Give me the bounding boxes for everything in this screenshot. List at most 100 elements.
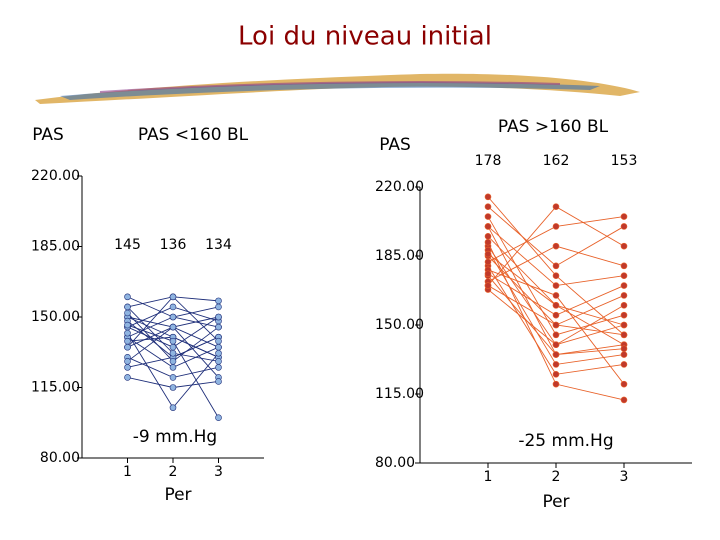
x-axis-label: Per xyxy=(164,485,191,505)
point xyxy=(552,331,560,339)
mean-label: 162 xyxy=(543,153,570,169)
mean-label: 134 xyxy=(205,237,232,253)
point xyxy=(552,242,560,250)
y-tick-label: 80.00 xyxy=(375,455,415,471)
y-tick-label: 185.00 xyxy=(375,248,424,264)
point xyxy=(552,341,560,349)
point xyxy=(215,313,222,321)
slide-title: Loi du niveau initial xyxy=(238,22,492,52)
point xyxy=(552,361,560,368)
title-underline xyxy=(60,82,600,100)
point xyxy=(484,282,492,289)
point xyxy=(620,331,628,339)
point xyxy=(620,272,628,280)
point xyxy=(169,293,177,301)
title-underline xyxy=(35,73,640,104)
point xyxy=(169,337,177,345)
point xyxy=(620,223,628,230)
point xyxy=(552,321,560,329)
mean-label: 178 xyxy=(475,153,502,169)
point xyxy=(124,343,131,351)
y-tick-label: 150.00 xyxy=(31,309,80,325)
point xyxy=(215,378,222,385)
point xyxy=(552,203,560,211)
y-tick-label: 220.00 xyxy=(31,168,80,184)
point xyxy=(215,323,222,331)
point xyxy=(124,337,131,345)
mean-label: 153 xyxy=(611,153,638,169)
point xyxy=(552,262,560,270)
x-tick-label: 2 xyxy=(169,464,178,480)
point xyxy=(215,337,222,345)
point xyxy=(552,292,560,299)
point xyxy=(124,293,131,301)
change-label: -9 mm.Hg xyxy=(133,427,217,447)
point xyxy=(215,343,222,351)
point xyxy=(484,258,492,266)
chart-title: PAS >160 BL xyxy=(498,117,609,137)
point xyxy=(215,297,222,305)
point xyxy=(620,380,628,388)
point xyxy=(552,223,560,230)
point xyxy=(215,358,222,365)
point xyxy=(215,414,222,422)
point xyxy=(169,374,177,381)
mean-label: 145 xyxy=(114,237,141,253)
point xyxy=(124,309,131,317)
y-tick-label: 185.00 xyxy=(31,239,80,255)
point xyxy=(620,301,628,309)
series-line xyxy=(127,296,219,328)
x-tick-label: 1 xyxy=(123,464,132,480)
point xyxy=(552,272,560,280)
x-tick-label: 3 xyxy=(214,464,223,480)
title-underline xyxy=(99,81,561,93)
y-tick-label: 115.00 xyxy=(375,386,424,402)
point xyxy=(620,321,628,329)
point xyxy=(124,374,131,381)
y-axis-label: PAS xyxy=(379,135,411,155)
point xyxy=(484,193,492,201)
point xyxy=(124,364,131,371)
point xyxy=(484,223,492,230)
point xyxy=(620,213,628,220)
mean-label: 136 xyxy=(160,237,187,253)
point xyxy=(552,351,560,358)
point xyxy=(215,349,222,357)
point xyxy=(620,396,628,404)
point xyxy=(169,349,177,357)
point xyxy=(484,270,492,278)
point xyxy=(620,345,628,352)
point xyxy=(620,292,628,299)
point xyxy=(620,351,628,358)
point xyxy=(484,250,492,258)
point xyxy=(215,364,222,371)
point xyxy=(169,303,177,311)
point xyxy=(215,303,222,311)
y-tick-label: 220.00 xyxy=(375,179,424,195)
point xyxy=(484,203,492,211)
point xyxy=(552,282,560,289)
x-tick-label: 2 xyxy=(552,469,561,485)
point xyxy=(169,313,177,321)
point xyxy=(620,262,628,270)
point xyxy=(484,238,492,246)
y-axis-label: PAS xyxy=(32,125,64,145)
change-label: -25 mm.Hg xyxy=(518,431,613,451)
point xyxy=(169,343,177,351)
x-axis-label: Per xyxy=(542,492,569,512)
point xyxy=(620,361,628,368)
point xyxy=(620,282,628,289)
point xyxy=(620,311,628,319)
point xyxy=(169,384,177,391)
y-tick-label: 115.00 xyxy=(31,380,80,396)
point xyxy=(169,404,177,411)
point xyxy=(620,242,628,250)
point xyxy=(552,370,560,378)
point xyxy=(124,321,131,329)
point xyxy=(124,329,131,337)
point xyxy=(552,311,560,319)
point xyxy=(124,358,131,365)
point xyxy=(169,323,177,331)
y-tick-label: 80.00 xyxy=(40,450,80,466)
